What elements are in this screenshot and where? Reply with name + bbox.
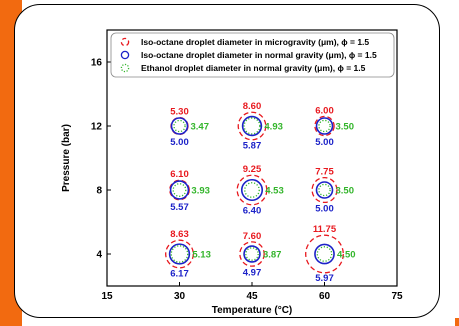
legend-green-dotted-circle bbox=[120, 63, 130, 73]
axes: 15 30 45 60 75 4 8 12 16 bbox=[91, 58, 403, 303]
ethanol-circle bbox=[172, 183, 187, 197]
microgravity-circle bbox=[239, 241, 265, 267]
legend-blue-circle bbox=[120, 50, 130, 60]
normal-gravity-circle bbox=[240, 178, 264, 202]
ethanol-circle bbox=[244, 182, 260, 198]
normal-gravity-circle bbox=[169, 180, 190, 200]
microgravity-value-label: 7.60 bbox=[243, 231, 262, 242]
normal-gravity-value-label: 5.87 bbox=[243, 141, 262, 152]
y-tick-label: 8 bbox=[96, 186, 102, 197]
normal-gravity-value-label: 5.00 bbox=[315, 204, 334, 215]
microgravity-value-label: 8.60 bbox=[243, 101, 262, 112]
ethanol-value-label: 3.93 bbox=[191, 186, 210, 197]
x-tick-label: 15 bbox=[101, 291, 113, 302]
ethanol-circle bbox=[318, 119, 331, 133]
legend-red-dashed-circle bbox=[120, 37, 130, 47]
normal-gravity-value-label: 5.97 bbox=[315, 273, 334, 284]
legend: Iso-octane droplet diameter in micrograv… bbox=[110, 32, 395, 78]
microgravity-value-label: 5.30 bbox=[170, 107, 189, 118]
normal-gravity-circle bbox=[241, 115, 263, 137]
microgravity-value-label: 11.75 bbox=[313, 224, 337, 235]
y-tick-label: 4 bbox=[96, 250, 102, 261]
normal-gravity-circle bbox=[170, 117, 189, 135]
ethanol-value-label: 5.13 bbox=[192, 250, 211, 261]
x-axis-label: Temperature (°C) bbox=[212, 305, 293, 316]
normal-gravity-value-label: 6.40 bbox=[243, 206, 262, 217]
data-marks: 5.305.003.478.605.874.936.005.003.506.10… bbox=[165, 101, 356, 284]
ethanol-value-label: 4.93 bbox=[264, 122, 283, 133]
ethanol-value-label: 4.50 bbox=[337, 250, 356, 261]
normal-gravity-value-label: 4.97 bbox=[243, 267, 262, 278]
ethanol-circle bbox=[316, 246, 333, 262]
microgravity-value-label: 8.63 bbox=[170, 229, 189, 240]
normal-gravity-circle bbox=[243, 245, 261, 263]
microgravity-circle bbox=[165, 239, 194, 269]
microgravity-circle bbox=[169, 179, 190, 201]
normal-gravity-circle bbox=[314, 243, 335, 265]
x-tick-label: 75 bbox=[391, 291, 403, 302]
microgravity-value-label: 6.10 bbox=[170, 169, 189, 180]
x-tick-label: 30 bbox=[174, 291, 186, 302]
normal-gravity-value-label: 6.17 bbox=[170, 269, 189, 280]
accent-corner bbox=[455, 318, 459, 326]
ethanol-circle bbox=[173, 119, 186, 133]
ethanol-value-label: 3.87 bbox=[263, 250, 282, 261]
normal-gravity-value-label: 5.00 bbox=[315, 137, 334, 148]
microgravity-value-label: 6.00 bbox=[315, 105, 334, 116]
y-tick-label: 16 bbox=[91, 58, 103, 69]
ethanol-circle bbox=[245, 247, 259, 261]
y-tick-label: 12 bbox=[91, 122, 103, 133]
normal-gravity-value-label: 5.00 bbox=[170, 137, 189, 148]
microgravity-circle bbox=[236, 174, 268, 206]
legend-box bbox=[110, 32, 395, 78]
legend-entry: Ethanol droplet diameter in normal gravi… bbox=[141, 63, 366, 73]
microgravity-circle bbox=[237, 111, 267, 141]
microgravity-value-label: 9.25 bbox=[243, 164, 262, 175]
ethanol-circle bbox=[243, 117, 261, 135]
legend-entry: Iso-octane droplet diameter in normal gr… bbox=[141, 50, 377, 60]
ethanol-circle bbox=[318, 183, 331, 197]
x-tick-label: 45 bbox=[246, 291, 258, 302]
ethanol-value-label: 4.53 bbox=[265, 186, 284, 197]
microgravity-circle bbox=[311, 176, 338, 204]
x-tick-label: 60 bbox=[319, 291, 331, 302]
normal-gravity-circle bbox=[315, 181, 334, 199]
normal-gravity-value-label: 5.57 bbox=[170, 202, 189, 213]
microgravity-circle bbox=[314, 115, 335, 137]
legend-entry: Iso-octane droplet diameter in micrograv… bbox=[141, 37, 369, 47]
ethanol-value-label: 3.47 bbox=[191, 122, 210, 133]
microgravity-circle bbox=[305, 234, 344, 274]
ethanol-value-label: 3.50 bbox=[336, 186, 355, 197]
ethanol-circle bbox=[170, 245, 189, 263]
normal-gravity-circle bbox=[168, 243, 191, 265]
microgravity-value-label: 7.75 bbox=[315, 167, 334, 178]
normal-gravity-circle bbox=[315, 117, 334, 135]
y-axis-label: Pressure (bar) bbox=[61, 124, 72, 192]
ethanol-value-label: 3.50 bbox=[336, 122, 355, 133]
